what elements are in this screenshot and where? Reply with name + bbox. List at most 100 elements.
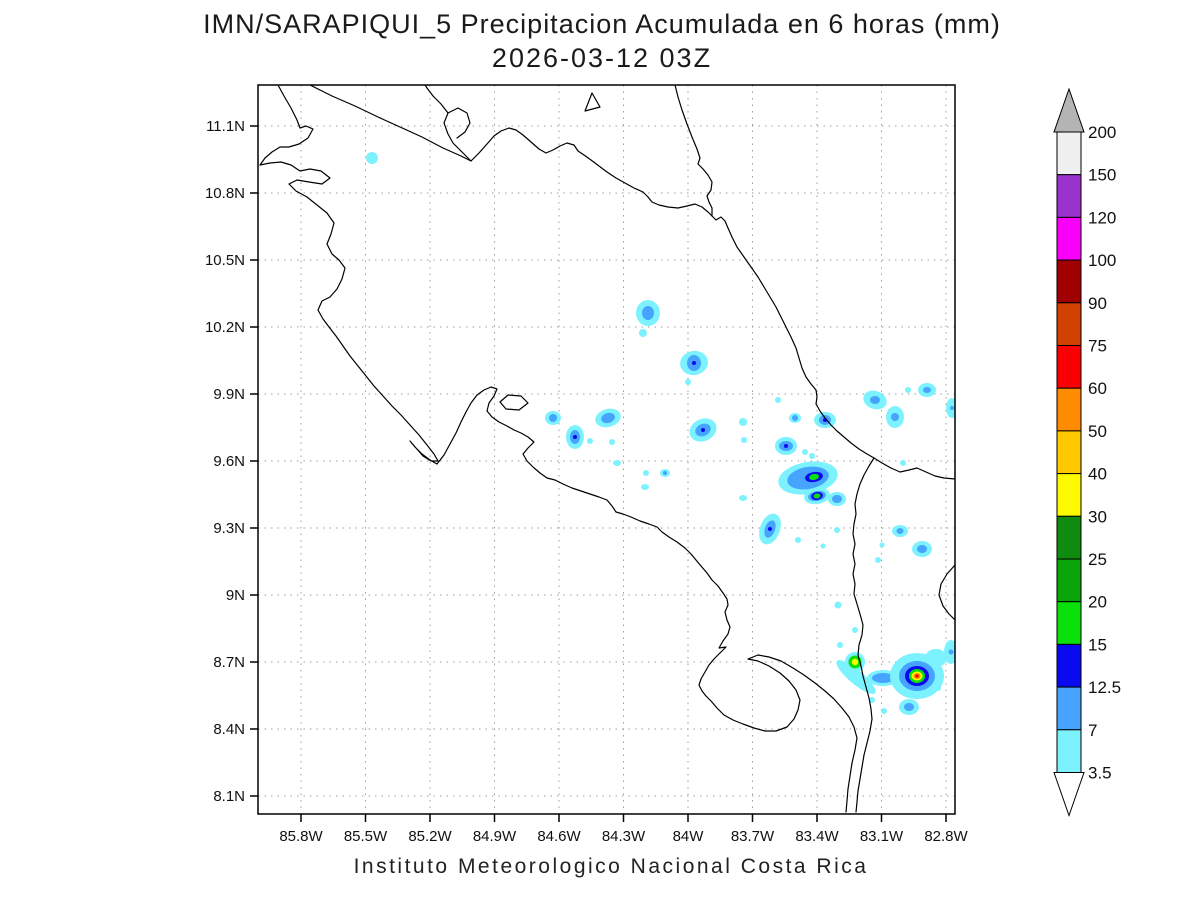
- coastline: [259, 85, 955, 813]
- precip-cell: [566, 425, 584, 449]
- x-tick-label: 83.7W: [731, 828, 775, 845]
- colorbar-label: 150: [1088, 166, 1116, 185]
- map-frame: [257, 84, 956, 815]
- precip-cell: [685, 379, 691, 385]
- precip-cell: [739, 495, 747, 501]
- island-outline: [499, 394, 529, 411]
- precip-cell: [639, 329, 647, 337]
- precip-cell: [879, 542, 885, 548]
- precip-cell: [641, 484, 649, 490]
- precip-contour-level-3.5: [366, 152, 378, 164]
- colorbar-cell: [1056, 345, 1082, 389]
- chart-title: IMN/SARAPIQUI_5 Precipitacion Acumulada …: [203, 9, 1001, 39]
- precip-contour-level-7: [948, 649, 954, 655]
- precip-cell: [680, 350, 708, 376]
- precip-cell: [789, 413, 801, 423]
- precip-cell: [900, 460, 906, 466]
- precip-contour-level-15: [809, 473, 819, 481]
- colorbar-cell: [1056, 515, 1082, 560]
- precip-cell: [892, 525, 908, 537]
- x-tick-label: 83.4W: [795, 828, 839, 845]
- colorbar-label: 120: [1088, 208, 1116, 227]
- island-outline: [584, 92, 601, 112]
- precip-contour-level-12.5: [692, 361, 696, 365]
- precip-contour-level-7: [832, 495, 842, 503]
- precip-cell: [545, 411, 561, 425]
- colorbar-cell: [1056, 387, 1082, 432]
- x-tick-label: 84.9W: [473, 828, 517, 845]
- precip-cell: [775, 397, 781, 403]
- colorbar-cell: [1056, 643, 1082, 688]
- colorbar-label: 60: [1088, 379, 1107, 398]
- precip-contour-level-7: [663, 471, 667, 475]
- y-tick-label: 10.2N: [205, 319, 245, 336]
- precip-contour-level-12.5: [573, 435, 577, 439]
- coastline-segment: [938, 564, 955, 621]
- colorbar-label: 50: [1088, 422, 1107, 441]
- precip-contour-level-12.5: [784, 444, 788, 448]
- precip-contour-level-3.5: [639, 329, 647, 337]
- axes: 85.8W 85.5W 85.2W 84.9W 84.6W 84.3W 84W 83.7W 83…: [205, 118, 969, 845]
- y-tick-label: 8.4N: [213, 721, 245, 738]
- precip-cell: [875, 557, 881, 563]
- precip-contour-level-3.5: [905, 387, 911, 393]
- precip-cell: [775, 437, 797, 455]
- precip-contour-level-12.5: [768, 527, 772, 531]
- colorbar-label: 200: [1088, 123, 1116, 142]
- precip-cell: [741, 437, 747, 443]
- colorbar-label: 90: [1088, 294, 1107, 313]
- precip-contour-level-7: [549, 414, 557, 422]
- source-caption: Instituto Meteorologico Nacional Costa R…: [354, 855, 869, 878]
- colorbar-label: 100: [1088, 251, 1116, 270]
- precip-contour-level-3.5: [643, 470, 649, 476]
- precip-contour-level-3.5: [837, 642, 843, 648]
- y-tick-label: 9N: [226, 587, 245, 604]
- precip-cell: [805, 471, 823, 483]
- precip-contour-level-3.5: [834, 527, 840, 533]
- precip-cell: [595, 408, 621, 428]
- precip-contour-level-3.5: [809, 453, 815, 459]
- precip-contour-level-3.5: [869, 697, 875, 703]
- precip-cell: [587, 438, 593, 444]
- x-tick-label: 83.1W: [860, 828, 904, 845]
- precip-contour-level-3.5: [641, 484, 649, 490]
- precip-cell: [613, 460, 621, 466]
- precip-contour-level-7: [601, 412, 615, 424]
- y-tick-label: 11.1N: [206, 118, 245, 135]
- precip-cell: [944, 640, 955, 664]
- colorbar-cell: [1056, 174, 1082, 218]
- y-tick-label: 10.8N: [205, 185, 245, 202]
- precip-contour-level-3.5: [935, 685, 941, 691]
- colorbar-label: 75: [1088, 337, 1107, 356]
- x-tick-label: 85.8W: [279, 828, 323, 845]
- precip-contour-level-3.5: [685, 379, 691, 385]
- precip-cell: [820, 543, 826, 549]
- precip-contour-level-3.5: [879, 542, 885, 548]
- colorbar-label: 30: [1088, 507, 1107, 526]
- colorbar-cell: [1056, 729, 1082, 773]
- coastline-segment: [259, 85, 858, 813]
- x-tick-label: 82.8W: [924, 828, 968, 845]
- colorbar-cell: [1056, 473, 1082, 517]
- y-tick-label: 9.6N: [213, 453, 245, 470]
- precip-cell: [912, 541, 932, 557]
- colorbar-over-arrow: [1053, 87, 1085, 133]
- precip-cell: [899, 699, 919, 715]
- colorbar-label: 15: [1088, 635, 1107, 654]
- coastline-segment: [309, 85, 472, 162]
- precip-cell: [886, 406, 904, 428]
- precip-contour-level-3.5: [900, 460, 906, 466]
- precip-cell: [759, 513, 781, 545]
- colorbar-cell: [1056, 216, 1082, 261]
- coastline-segment: [443, 107, 472, 162]
- chart-subtitle: 2026-03-12 03Z: [492, 43, 712, 73]
- precip-cell: [804, 487, 830, 505]
- precip-contour-level-3.5: [881, 708, 887, 714]
- precip-contour-level-3.5: [875, 557, 881, 563]
- precip-contour-level-3.5: [834, 601, 842, 609]
- precip-contour-level-7: [872, 673, 894, 683]
- precip-contour-level-3.5: [739, 495, 747, 501]
- precip-cell: [814, 412, 836, 428]
